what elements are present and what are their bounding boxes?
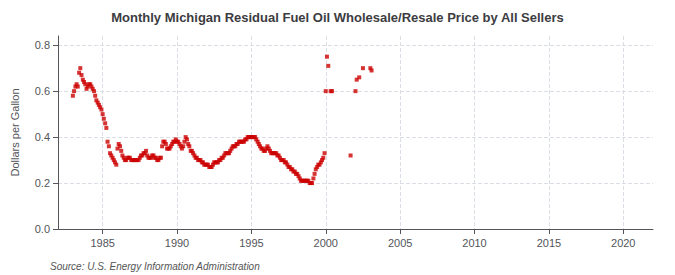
svg-text:0.6: 0.6	[35, 85, 50, 97]
svg-text:0.8: 0.8	[35, 39, 50, 51]
svg-text:0.0: 0.0	[35, 223, 50, 235]
svg-text:Dollars per Gallon: Dollars per Gallon	[9, 88, 21, 176]
svg-text:1990: 1990	[165, 237, 189, 249]
svg-text:1985: 1985	[90, 237, 114, 249]
svg-text:2000: 2000	[314, 237, 338, 249]
svg-text:0.2: 0.2	[35, 177, 50, 189]
svg-text:Source: U.S. Energy Informatio: Source: U.S. Energy Information Administ…	[50, 261, 260, 272]
svg-text:2005: 2005	[388, 237, 412, 249]
svg-text:2015: 2015	[537, 237, 561, 249]
svg-text:1995: 1995	[239, 237, 263, 249]
svg-text:2020: 2020	[611, 237, 635, 249]
svg-text:0.4: 0.4	[35, 131, 50, 143]
svg-text:2010: 2010	[462, 237, 486, 249]
svg-text:Monthly Michigan Residual Fuel: Monthly Michigan Residual Fuel Oil Whole…	[111, 10, 563, 25]
